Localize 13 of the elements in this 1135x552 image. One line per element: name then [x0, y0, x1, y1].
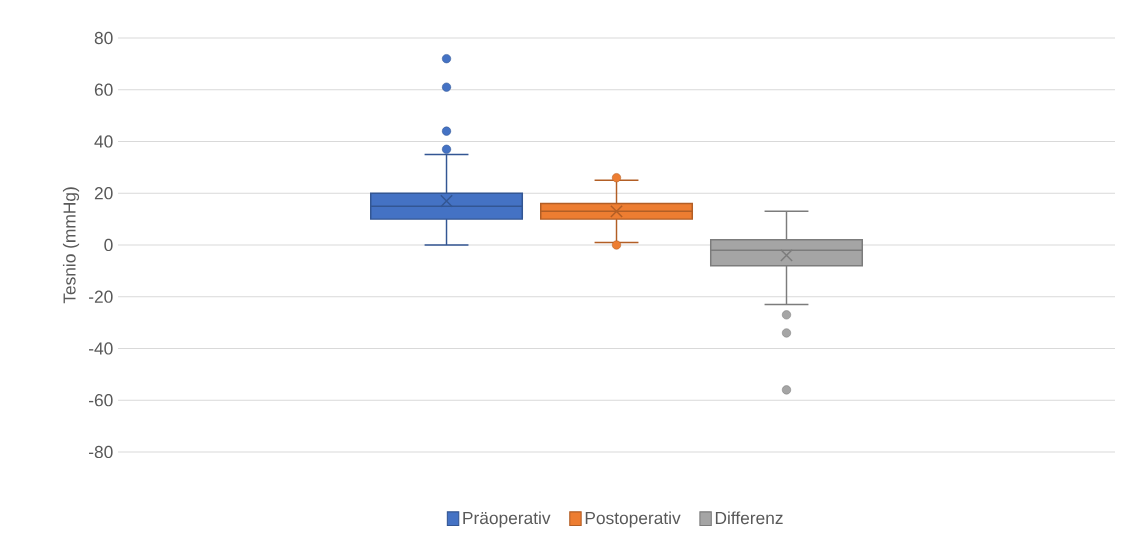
y-tick-label: -40 — [89, 342, 113, 355]
y-tick-label: 40 — [94, 135, 113, 148]
y-axis-title: Tesnio (mmHg) — [62, 187, 80, 304]
y-tick-label: 20 — [94, 187, 113, 200]
y-tick-label: 80 — [94, 31, 113, 45]
legend-label: Postoperativ — [585, 511, 681, 528]
y-tick-label: 60 — [94, 83, 113, 96]
y-tick-label: -80 — [89, 445, 113, 459]
y-tick-label: -20 — [89, 290, 113, 303]
y-tick-label: -60 — [89, 394, 113, 407]
legend-label: Präoperativ — [463, 511, 551, 528]
y-tick-label: 0 — [104, 238, 113, 252]
legend-label: Differenz — [715, 511, 783, 525]
